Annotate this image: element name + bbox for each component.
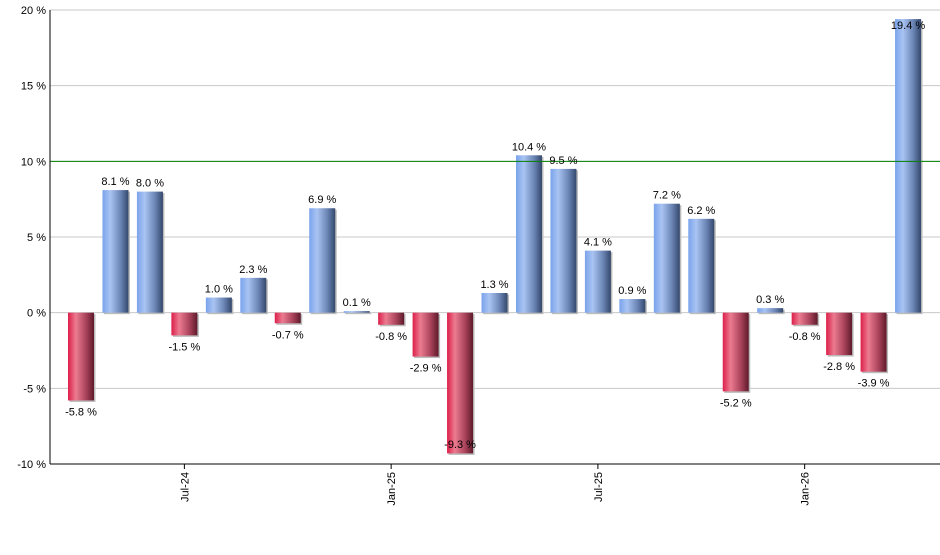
data-label: 0.1 % [343,297,371,309]
data-label: -3.9 % [858,378,890,390]
bar [584,250,611,313]
data-label: 8.0 % [136,178,164,190]
bar [860,312,887,372]
x-tick-label: Jan-26 [800,472,812,506]
y-tick-label: 15 % [21,81,46,93]
data-label: 6.9 % [308,194,336,206]
bar [791,312,818,325]
data-label: 19.4 % [891,20,925,32]
data-label: 9.5 % [549,155,577,167]
bar-shadow [345,312,372,315]
bar [447,312,474,454]
bar [343,311,370,313]
bar [722,312,749,392]
bar [378,312,405,325]
data-label: -1.5 % [168,341,200,353]
x-axis-ticks: Jul-24 Jan-25 Jul-25 Jan-26 [179,464,812,506]
bars [68,19,923,455]
bar [688,218,715,313]
data-label: -2.8 % [823,361,855,373]
data-label: -2.9 % [410,363,442,375]
bar [895,19,922,313]
y-tick-label: -10 % [17,459,46,471]
data-label: -5.8 % [65,406,97,418]
data-labels: -5.8 % 8.1 % 8.0 % -1.5 % 1.0 % 2.3 % -0.7 % 6.… [65,20,925,451]
data-label: 8.1 % [101,176,129,188]
data-label: 0.9 % [618,285,646,297]
data-label: 4.1 % [584,237,612,249]
bar [412,312,439,357]
data-label: 10.4 % [512,141,546,153]
data-label: -0.8 % [789,331,821,343]
data-label: -5.2 % [720,397,752,409]
bar [136,191,163,313]
data-label: -0.7 % [272,329,304,341]
bar [309,208,336,313]
data-label: -9.3 % [444,439,476,451]
bar [653,203,680,313]
x-tick-label: Jul-24 [179,472,191,502]
x-tick-label: Jan-25 [386,472,398,506]
y-axis-ticks: -10 % -5 % 0 % 5 % 10 % 15 % 20 % [17,5,46,471]
bar [240,277,267,313]
axes [49,10,940,465]
bar [515,155,542,313]
y-tick-label: 0 % [27,308,46,320]
y-tick-label: -5 % [23,383,46,395]
bar [274,312,301,324]
y-tick-label: 20 % [21,5,46,17]
bar [619,299,646,313]
data-label: 0.3 % [756,294,784,306]
data-label: 6.2 % [687,205,715,217]
data-label: 1.3 % [480,279,508,291]
bar [757,308,784,313]
bar [68,312,94,401]
data-label: -0.8 % [375,331,407,343]
bar [550,168,577,313]
data-label: 2.3 % [239,264,267,276]
data-label: 1.0 % [205,284,233,296]
y-tick-label: 5 % [27,232,46,244]
data-label: 7.2 % [653,190,681,202]
bar [826,312,853,356]
bar [481,292,508,313]
bar [102,190,129,313]
x-tick-label: Jul-25 [593,472,605,502]
bar [205,297,232,313]
bar [171,312,198,336]
y-tick-label: 10 % [21,156,46,168]
